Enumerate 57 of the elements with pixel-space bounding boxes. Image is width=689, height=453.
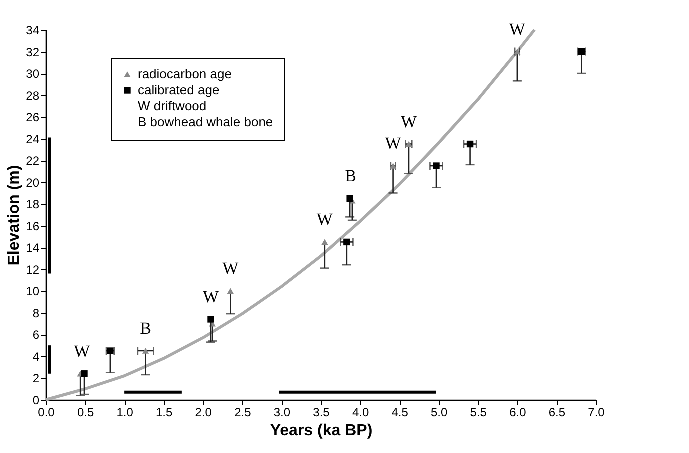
y-tick-label: 24 [26, 132, 40, 146]
y-tick-label: 6 [32, 328, 40, 342]
x-tick-label: 0.5 [77, 406, 94, 420]
annotation: B [140, 319, 152, 338]
point [208, 316, 214, 323]
x-tick-label: 1.5 [156, 406, 174, 420]
y-tick-label: 10 [26, 284, 40, 299]
x-tick-label: 5.5 [470, 406, 488, 420]
point [227, 288, 234, 294]
annotation: W [202, 287, 220, 306]
y-tick-label: 20 [26, 176, 40, 190]
legend-label: radiocarbon age [138, 66, 232, 82]
x-tick-label: 4.0 [352, 406, 370, 420]
x-tick-label: 2.0 [195, 406, 212, 420]
y-tick-label: 26 [26, 110, 40, 125]
y-tick-label: 16 [26, 219, 40, 234]
y-tick-label: 22 [26, 154, 40, 168]
y-axis-title: Elevation (m) [6, 165, 24, 266]
legend-label: calibrated age [138, 82, 220, 98]
annotation: W [509, 20, 526, 39]
x-tick-label: 0.0 [38, 406, 56, 420]
x-tick-label: 4.5 [392, 406, 409, 420]
x-tick-label: 5.0 [431, 406, 448, 420]
y-tick-label: 14 [26, 241, 40, 256]
point [322, 239, 328, 246]
y-tick-label: 8 [32, 306, 40, 320]
annotation: W [74, 342, 92, 361]
point [142, 348, 150, 354]
y-tick-label: 12 [26, 262, 40, 277]
annotation: W [385, 134, 402, 154]
x-tick-label: 1.0 [116, 406, 134, 420]
annotation: B [345, 166, 357, 186]
point [81, 370, 88, 378]
x-tick-label: 2.5 [234, 406, 252, 420]
y-tick-label: 18 [26, 198, 40, 212]
x-axis-title: Years (ka BP) [270, 422, 373, 440]
y-tick-label: 32 [26, 45, 40, 60]
point [466, 140, 474, 148]
y-tick-label: 4 [32, 350, 40, 364]
x-tick-label: 3.0 [274, 406, 291, 420]
point [346, 195, 354, 202]
annotation: W [316, 210, 334, 230]
annotation: W [400, 112, 418, 132]
annotation: W driftwood [138, 98, 207, 114]
annotation: B bowhead whale bone [138, 114, 274, 130]
annotation: W [222, 259, 240, 278]
point [433, 162, 440, 170]
x-tick-label: 7.0 [588, 406, 606, 420]
y-tick-label: 34 [26, 24, 40, 38]
x-tick-label: 6.5 [548, 406, 566, 420]
point [344, 238, 350, 246]
x-tick-label: 6.0 [510, 406, 527, 420]
x-tick-label: 3.5 [313, 406, 330, 420]
y-tick-label: 0 [32, 394, 40, 408]
y-tick-label: 2 [32, 372, 40, 386]
y-tick-label: 28 [26, 88, 40, 103]
y-tick-label: 30 [26, 67, 40, 82]
